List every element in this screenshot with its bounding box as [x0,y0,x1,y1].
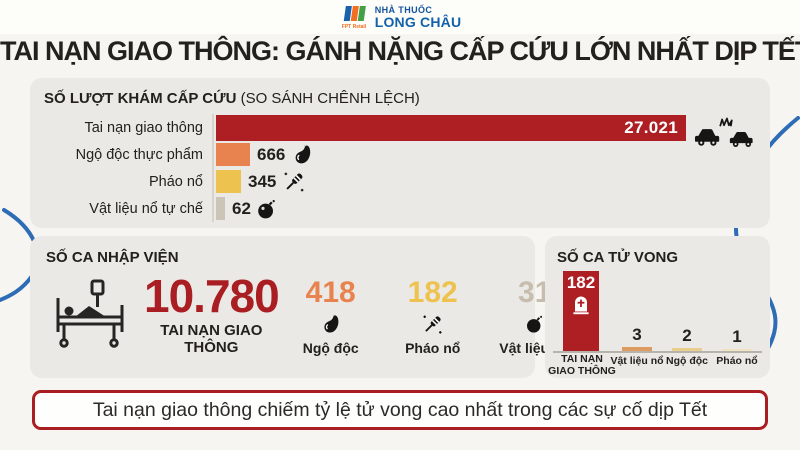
death-value-firecracker: 1 [732,327,742,346]
er-value-homemade-explosive: 62 [232,198,251,218]
death-value-poisoning: 2 [682,326,692,345]
death-label-explosive: Vật liệu nổ [610,355,664,367]
death-col-firecracker: 1 [717,327,757,351]
er-card-heading-bold: SỐ LƯỢT KHÁM CẤP CỨU [44,90,237,107]
hospitalizations-main-label: TAI NẠN GIAO THÔNG [160,322,263,357]
er-row-homemade-explosive: Vật liệu nổ tự chế 62 [44,195,754,222]
death-label-traffic: TAI NẠN GIAO THÔNG [548,353,616,378]
hospitalizations-main-stat: 10.780 TAI NẠN GIAO THÔNG [144,270,280,357]
stat-label: Pháo nổ [405,340,461,356]
brand-line2: LONG CHÂU [374,14,462,31]
key-takeaway-text: Tai nạn giao thông chiếm tỷ lệ tử vong c… [92,398,708,421]
car-crash-icon [694,116,756,150]
er-bar-homemade-explosive [216,197,225,220]
stat-label: Ngộ độc [302,340,359,356]
hospital-bed-icon [52,278,132,350]
er-bar-traffic: 27.021 [216,114,686,141]
death-value-traffic: 182 [566,273,596,292]
death-value-explosive: 3 [632,325,642,344]
death-col-poisoning: 2 [667,326,707,351]
er-value-traffic: 27.021 [624,117,678,137]
death-bar-explosive [622,347,652,351]
er-row-label: Pháo nổ [148,173,203,190]
page-title: TAI NẠN GIAO THÔNG: GÁNH NẶNG CẤP CỨU LỚ… [0,36,800,66]
death-bar-traffic: 182 [563,271,599,351]
er-value-food-poisoning: 666 [257,144,286,164]
stat-value: 182 [407,276,458,309]
deaths-card: SỐ CA TỬ VONG 182 3 2 [545,236,770,378]
brand-name: NHÀ THUỐC LONG CHÂU [374,4,462,31]
brand-line1: NHÀ THUỐC [374,4,433,15]
key-takeaway-banner: Tai nạn giao thông chiếm tỷ lệ tử vong c… [32,390,768,430]
er-bar-food-poisoning [216,143,250,166]
death-label-firecracker: Pháo nổ [716,355,758,367]
er-row-traffic: Tai nạn giao thông 27.021 [44,114,754,141]
firecracker-icon [420,310,445,338]
hospitalizations-heading-text: SỐ CA NHẬP VIỆN [46,249,179,266]
death-bar-firecracker [722,349,752,351]
stat-firecracker: 182 Pháo nổ [395,276,471,356]
er-row-label: Vật liệu nổ tự chế [89,200,203,217]
fpt-retail-logo-icon: FPT Retail [339,5,369,31]
er-value-firecracker: 345 [248,171,277,191]
death-chart-baseline [553,351,762,353]
deaths-heading: SỐ CA TỬ VONG [557,249,758,266]
hospitalizations-main-value: 10.780 [144,270,280,322]
er-row-label: Ngộ độc thực phẩm [75,146,203,163]
er-row-food-poisoning: Ngộ độc thực phẩm 666 [44,141,754,168]
stomach-icon [290,142,315,167]
death-label-poisoning: Ngộ độc [666,355,708,367]
bomb-icon [525,310,545,338]
deaths-heading-text: SỐ CA TỬ VONG [557,249,679,266]
stat-poisoning: 418 Ngộ độc [293,276,369,356]
bomb-icon [256,198,278,220]
er-row-label: Tai nạn giao thông [84,119,203,136]
death-col-traffic: 182 [563,271,599,351]
stomach-icon [319,310,343,338]
hospitalizations-card: SỐ CA NHẬP VIỆN 10.780 [30,236,570,378]
tombstone-icon [571,293,591,315]
death-col-explosive: 3 [617,325,657,351]
header-strip [0,0,800,34]
er-bar-firecracker [216,170,241,193]
hospitalizations-substats: 418 Ngộ độc 182 [293,276,573,356]
er-visits-card: SỐ LƯỢT KHÁM CẤP CỨU (SO SÁNH CHÊNH LỆCH… [30,78,770,228]
brand-header: FPT Retail NHÀ THUỐC LONG CHÂU [0,5,800,31]
hospitalizations-heading: SỐ CA NHẬP VIỆN [46,249,519,266]
fpt-retail-wordmark: FPT Retail [341,24,366,30]
stat-value: 418 [305,276,356,309]
death-bar-poisoning [672,348,702,351]
er-row-firecracker: Pháo nổ 345 [44,168,754,195]
er-card-heading: SỐ LƯỢT KHÁM CẤP CỨU (SO SÁNH CHÊNH LỆCH… [44,90,754,107]
er-bar-chart: Tai nạn giao thông 27.021 Ngộ độc thực p… [44,114,754,222]
er-card-heading-note: (SO SÁNH CHÊNH LỆCH) [240,90,420,107]
firecracker-icon [281,169,307,195]
